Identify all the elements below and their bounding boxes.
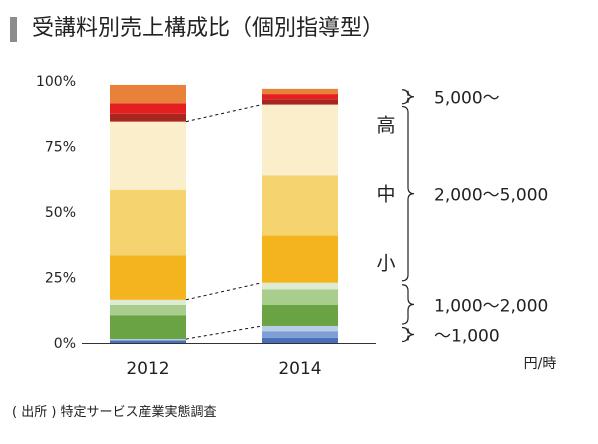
y-tick-label: 75%: [45, 140, 76, 156]
group-label: 5,000～: [434, 89, 500, 109]
bar-segment: [110, 340, 186, 343]
connector-line: [185, 325, 263, 340]
bar-segment: [110, 121, 186, 190]
bar-segment: [262, 337, 338, 343]
bar-segment: [262, 289, 338, 306]
bar-segment: [110, 299, 186, 306]
group-brace: [401, 326, 415, 343]
x-tick-label: 2014: [278, 359, 321, 379]
bar-segment: [110, 305, 186, 316]
group-brace: [401, 89, 415, 105]
bar-segment: [262, 331, 338, 338]
bar-segment: [262, 88, 338, 95]
bar-segment: [262, 99, 338, 105]
connector-line: [185, 282, 263, 301]
bar-segment: [262, 104, 338, 176]
unit-label: 円/時: [524, 356, 557, 372]
sub-group-label: 小: [376, 253, 395, 275]
group-label: 2,000～5,000: [434, 186, 548, 206]
group-label: ～1,000: [434, 326, 500, 346]
y-tick-label: 50%: [45, 205, 76, 221]
bar-segment: [262, 175, 338, 236]
bar-segment: [262, 235, 338, 283]
bar-segment: [110, 103, 186, 114]
bar-segment: [262, 94, 338, 100]
group-brace: [401, 284, 415, 325]
bar-segment: [262, 305, 338, 326]
bar-segment: [110, 113, 186, 122]
bar-segment: [110, 339, 186, 341]
bar-segment: [110, 84, 186, 104]
y-tick-label: 0%: [54, 336, 76, 352]
connector-line: [185, 104, 263, 123]
x-tick-label: 2012: [126, 359, 169, 379]
chart-title: 受講料別売上構成比（個別指導型）: [32, 16, 385, 41]
bar-segment: [110, 189, 186, 256]
group-label: 1,000～2,000: [434, 296, 548, 316]
y-tick-label: 100%: [36, 74, 76, 90]
y-tick-label: 25%: [45, 271, 76, 287]
group-brace: [401, 105, 415, 282]
bar-segment: [262, 325, 338, 332]
bar-segment: [110, 315, 186, 340]
sub-group-label: 中: [376, 184, 395, 206]
bar-segment: [110, 255, 186, 300]
bar-segment: [262, 282, 338, 290]
sub-group-label: 高: [376, 115, 395, 137]
title-accent-bar: [10, 17, 17, 42]
source-note: ( 出所 ) 特定サービス産業実態調査: [12, 405, 217, 420]
